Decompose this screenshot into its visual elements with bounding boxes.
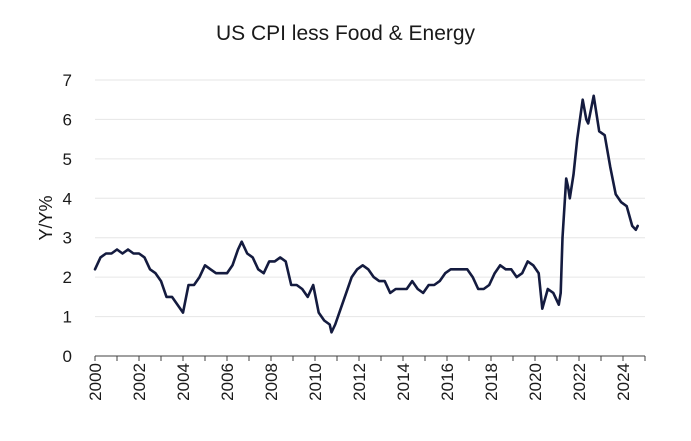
y-tick-label: 5 <box>63 150 72 169</box>
x-tick-label: 2024 <box>614 363 633 401</box>
x-tick-label: 2012 <box>350 363 369 401</box>
y-tick-label: 2 <box>63 268 72 287</box>
y-tick-label: 7 <box>63 71 72 90</box>
chart-title: US CPI less Food & Energy <box>215 22 476 45</box>
y-tick-label: 6 <box>63 110 72 129</box>
x-tick-label: 2010 <box>306 363 325 401</box>
x-tick-label: 2004 <box>174 363 193 401</box>
x-tick-label: 2020 <box>526 363 545 401</box>
y-tick-label: 1 <box>63 308 72 327</box>
x-tick-label: 2022 <box>570 363 589 401</box>
x-tick-label: 2000 <box>86 363 105 401</box>
y-tick-label: 3 <box>63 229 72 248</box>
y-tick-label: 4 <box>63 189 72 208</box>
series-line <box>93 94 639 334</box>
x-tick-label: 2018 <box>482 363 501 401</box>
x-tick-label: 2006 <box>218 363 237 401</box>
series-layer <box>93 94 639 334</box>
x-tick-label: 2008 <box>262 363 281 401</box>
gridlines <box>95 79 645 318</box>
x-tick-label: 2016 <box>438 363 457 401</box>
axes <box>94 355 646 361</box>
y-tick-label: 0 <box>63 347 72 366</box>
x-tick-label: 2002 <box>130 363 149 401</box>
x-tick-label: 2014 <box>394 363 413 401</box>
y-axis-label: Y/Y% <box>36 195 56 240</box>
tick-labels: 0 1 2 3 4 5 6 7 2000 2002 2004 2006 2008 2010 2012 2014… <box>63 71 633 401</box>
